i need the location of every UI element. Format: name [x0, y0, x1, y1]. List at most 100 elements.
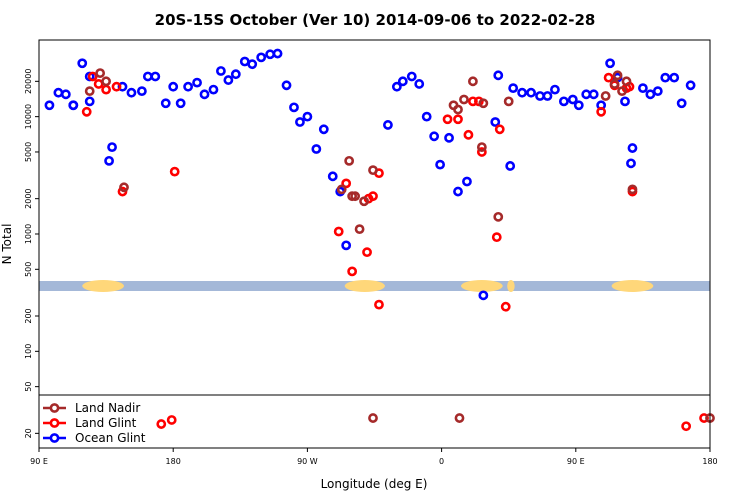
point-land-nadir [459, 94, 469, 105]
point-ocean-glint [216, 66, 226, 76]
point-ocean-glint [478, 290, 489, 301]
point-land-glint [596, 106, 607, 117]
y-tick-label: 5000 [24, 142, 33, 162]
point-land-glint [169, 166, 180, 177]
point-ocean-glint [645, 89, 656, 100]
point-ocean-glint [318, 124, 329, 135]
point-ocean-glint [84, 96, 95, 107]
point-ocean-glint [327, 171, 338, 182]
point-ocean-glint [490, 117, 501, 127]
land-region [82, 280, 124, 292]
point-ocean-glint [391, 81, 402, 92]
point-land-nadir [336, 184, 347, 195]
point-land-glint [156, 419, 167, 429]
point-ocean-glint [107, 142, 117, 153]
point-ocean-glint [493, 70, 504, 81]
y-tick-label: 100 [24, 344, 33, 359]
point-ocean-glint [199, 89, 210, 100]
point-land-nadir [600, 91, 611, 101]
point-ocean-glint [192, 77, 202, 88]
point-land-glint [463, 129, 474, 140]
x-tick-label: 180 [166, 457, 181, 466]
point-land-nadir [493, 211, 504, 222]
point-ocean-glint [397, 76, 408, 87]
point-land-nadir [609, 79, 620, 89]
point-land-glint [81, 106, 92, 117]
legend-label: Land Glint [75, 416, 137, 430]
point-ocean-glint [160, 98, 171, 109]
y-axis-label: N Total [0, 224, 14, 265]
point-land-nadir [468, 76, 478, 87]
point-ocean-glint [588, 89, 599, 100]
point-land-nadir [453, 104, 463, 115]
point-land-nadir [101, 76, 111, 87]
land-region [507, 280, 515, 292]
point-ocean-glint [77, 58, 88, 69]
point-ocean-glint [652, 86, 663, 97]
point-land-glint [453, 114, 463, 125]
y-tick-label: 20000 [24, 69, 33, 94]
x-tick-label: 90 E [567, 457, 585, 466]
plot-frame [38, 39, 711, 449]
point-ocean-glint [289, 102, 299, 113]
point-ocean-glint [517, 87, 528, 98]
point-land-glint [93, 79, 104, 89]
point-ocean-glint [573, 100, 584, 111]
legend-marker [49, 433, 60, 443]
point-land-nadir [368, 413, 378, 423]
point-ocean-glint [136, 86, 147, 97]
x-axis: 90 E 180 90 W 0 90 E 180 [30, 448, 718, 466]
point-ocean-glint [302, 111, 313, 122]
point-ocean-glint [453, 186, 463, 197]
x-tick-label: 90 E [30, 457, 48, 466]
y-tick-label: 1000 [24, 224, 33, 244]
point-land-nadir [95, 68, 106, 79]
point-ocean-glint [68, 100, 79, 111]
x-axis-label: Longitude (deg E) [321, 477, 428, 491]
point-ocean-glint [660, 72, 671, 83]
point-ocean-glint [104, 155, 114, 166]
point-ocean-glint [272, 48, 283, 59]
point-land-glint [347, 266, 358, 277]
point-ocean-glint [247, 59, 258, 70]
point-ocean-glint [435, 159, 446, 170]
point-land-glint [603, 72, 614, 83]
point-land-nadir [627, 184, 638, 195]
point-land-glint [166, 415, 177, 425]
point-land-glint [341, 178, 352, 189]
point-ocean-glint [223, 75, 234, 85]
point-land-glint [333, 226, 344, 237]
point-land-nadir [503, 96, 514, 107]
y-tick-label: 10000 [24, 104, 33, 129]
point-ocean-glint [685, 80, 696, 91]
y-tick-label: 2000 [24, 188, 33, 208]
point-land-nadir [368, 165, 378, 176]
point-ocean-glint [627, 143, 638, 153]
point-land-glint [476, 147, 487, 157]
point-ocean-glint [175, 98, 186, 109]
x-tick-label: 0 [439, 457, 444, 466]
x-tick-label: 180 [702, 457, 717, 466]
point-ocean-glint [620, 96, 630, 107]
point-land-glint [442, 114, 453, 125]
point-land-nadir [119, 182, 129, 193]
point-ocean-glint [669, 72, 680, 83]
point-land-glint [500, 301, 511, 312]
point-ocean-glint [265, 49, 276, 60]
point-ocean-glint [150, 71, 161, 82]
point-ocean-glint [60, 89, 71, 100]
chart-title: 20S-15S October (Ver 10) 2014-09-06 to 2… [155, 11, 596, 29]
point-land-glint [111, 81, 122, 92]
point-ocean-glint [505, 161, 516, 171]
point-land-nadir [612, 70, 623, 81]
point-land-nadir [621, 76, 632, 87]
point-ocean-glint [526, 87, 536, 98]
point-land-glint [101, 84, 111, 95]
point-ocean-glint [230, 69, 241, 80]
point-ocean-glint [126, 87, 137, 98]
point-ocean-glint [341, 240, 352, 251]
point-ocean-glint [208, 84, 219, 95]
point-ocean-glint [605, 58, 615, 69]
